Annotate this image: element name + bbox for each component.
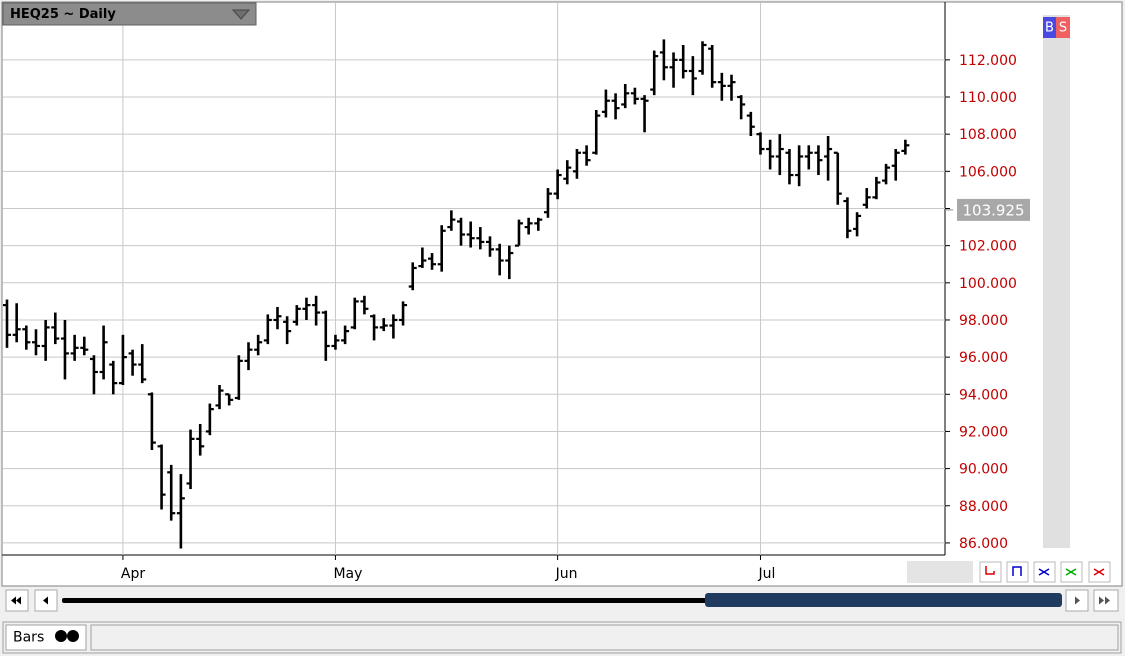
y-tick-label: 86.000 — [959, 536, 1008, 552]
x-tick-label: Jun — [555, 566, 578, 582]
last-price-box — [957, 198, 1030, 221]
last-price-label: 103.925 — [962, 201, 1024, 219]
scroll-thumb[interactable] — [705, 593, 1062, 607]
y-tick-label: 108.000 — [959, 127, 1017, 143]
scroll-icon — [43, 596, 48, 605]
chart-tools — [979, 561, 1111, 583]
buy-label: B — [1045, 21, 1054, 36]
y-tick-label: 96.000 — [959, 350, 1008, 366]
x-tick-label: Jul — [757, 566, 775, 582]
x-tick-label: May — [333, 566, 362, 582]
tool-icon — [1065, 568, 1077, 576]
bars-tab-label: Bars — [13, 630, 44, 646]
y-tick-label: 92.000 — [959, 424, 1008, 440]
y-tick-label: 106.000 — [959, 164, 1017, 180]
tool-icon — [1012, 566, 1022, 576]
y-tick-label: 102.000 — [959, 239, 1017, 255]
tool-button[interactable] — [979, 561, 1002, 583]
tool-spacer — [907, 561, 973, 583]
status-field — [90, 624, 1119, 651]
scroll-icon — [11, 596, 21, 605]
plot-area: Apr May Jun Jul 86.000 88.000 90.000 92.000 94.0… — [3, 3, 1030, 582]
y-tick-label: 94.000 — [959, 387, 1008, 403]
tab-icon — [67, 630, 79, 642]
y-tick-label: 112.000 — [959, 53, 1017, 69]
tool-icon — [1038, 568, 1050, 576]
symbol-selector[interactable] — [2, 2, 257, 26]
tool-icon — [985, 566, 995, 575]
y-tick-label: 100.000 — [959, 276, 1017, 292]
chart-panel — [1, 1, 1123, 587]
scroll-row — [5, 589, 1119, 612]
sell-label: S — [1059, 21, 1067, 36]
scroll-icon — [1099, 596, 1110, 605]
x-tick-label: Apr — [121, 566, 145, 582]
y-tick-label: 98.000 — [959, 313, 1008, 329]
side-scroll[interactable] — [1043, 15, 1070, 548]
y-tick-label: 88.000 — [959, 499, 1008, 515]
y-tick-label: 110.000 — [959, 90, 1017, 106]
buy-button[interactable] — [1043, 17, 1056, 38]
sell-button[interactable] — [1056, 17, 1070, 38]
tool-icon — [1093, 568, 1105, 576]
tool-button[interactable] — [1006, 561, 1029, 583]
scroll-icon — [1075, 596, 1080, 605]
tab-icon — [55, 630, 67, 642]
y-tick-label: 90.000 — [959, 462, 1008, 478]
symbol-title: HEQ25 ~ Daily — [10, 7, 116, 22]
dropdown-arrow — [231, 9, 251, 20]
